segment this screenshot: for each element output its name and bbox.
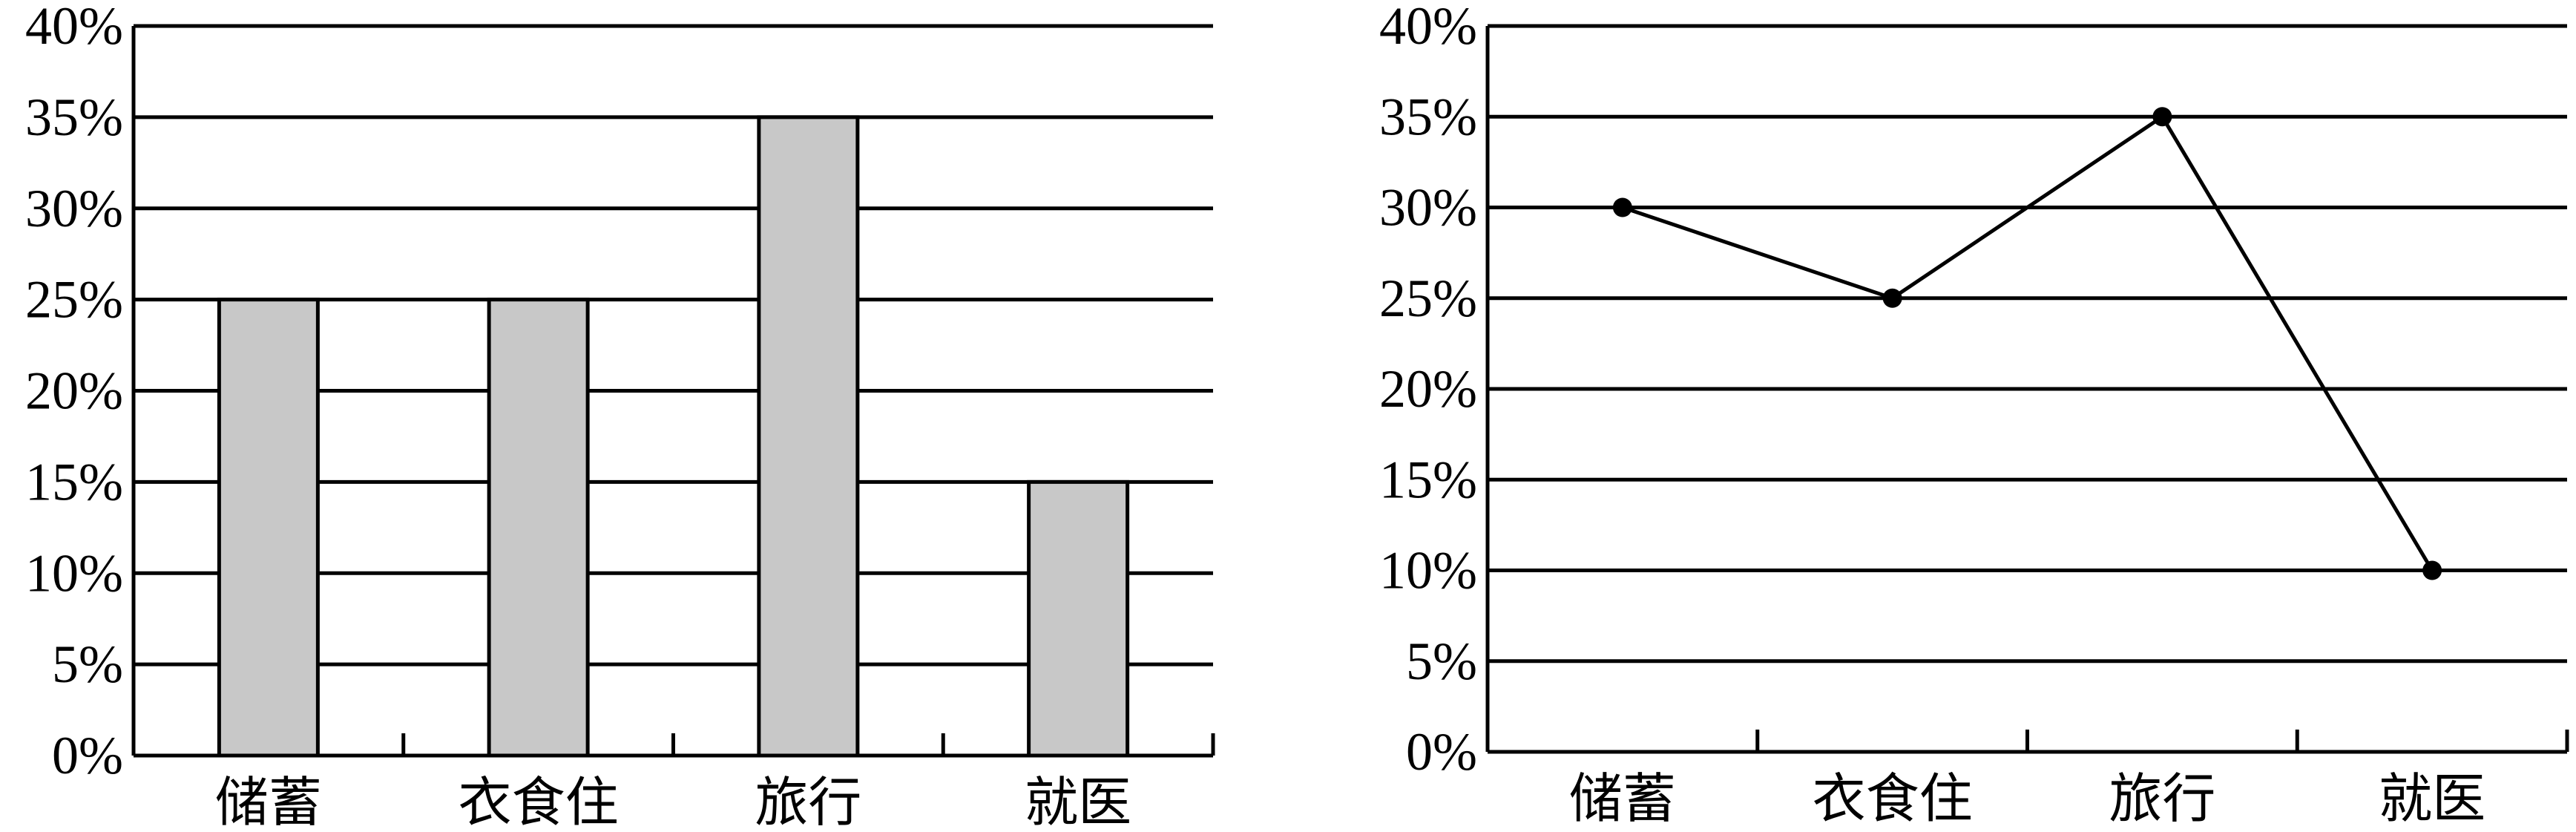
data-point [1883, 289, 1902, 308]
y-tick-label: 40% [1379, 0, 1477, 56]
y-tick-label: 15% [1379, 450, 1477, 509]
y-tick-label: 20% [1379, 359, 1477, 419]
y-tick-label: 5% [1406, 632, 1477, 691]
x-tick-label: 旅行 [755, 771, 861, 832]
y-tick-label: 10% [1379, 541, 1477, 600]
bar [219, 300, 318, 756]
x-tick-label: 储蓄 [215, 771, 322, 832]
y-tick-label: 15% [25, 452, 123, 511]
y-tick-label: 40% [25, 0, 123, 56]
y-tick-label: 35% [25, 88, 123, 147]
y-tick-label: 30% [25, 179, 123, 238]
y-tick-label: 30% [1379, 178, 1477, 238]
y-tick-label: 35% [1379, 87, 1477, 146]
y-tick-label: 25% [1379, 269, 1477, 328]
x-tick-label: 储蓄 [1569, 767, 1676, 830]
x-tick-label: 就医 [2379, 767, 2485, 830]
bar [759, 117, 858, 756]
y-tick-label: 0% [1406, 722, 1477, 782]
x-tick-label: 衣食住 [1813, 767, 1973, 830]
bar-chart: 0% 5% 10% 15% 20% 25% 30% 35% 40% 储蓄 衣食住 旅行 就医 [25, 0, 1213, 832]
x-tick-label: 就医 [1025, 771, 1131, 832]
y-tick-label: 20% [25, 361, 123, 421]
y-tick-label: 5% [52, 635, 123, 694]
data-point [1613, 198, 1632, 217]
series-line [1623, 117, 2432, 570]
bar [1029, 482, 1128, 756]
bar [489, 300, 588, 756]
data-point [2422, 561, 2442, 580]
y-tick-label: 25% [25, 270, 123, 330]
y-tick-label: 10% [25, 543, 123, 603]
x-tick-label: 衣食住 [459, 771, 619, 832]
x-tick-label: 旅行 [2109, 767, 2215, 830]
line-chart: 0% 5% 10% 15% 20% 25% 30% 35% 40% 储蓄 衣食住 旅行 就医 [1379, 0, 2567, 830]
y-tick-label: 0% [52, 726, 123, 785]
data-point [2152, 107, 2172, 126]
